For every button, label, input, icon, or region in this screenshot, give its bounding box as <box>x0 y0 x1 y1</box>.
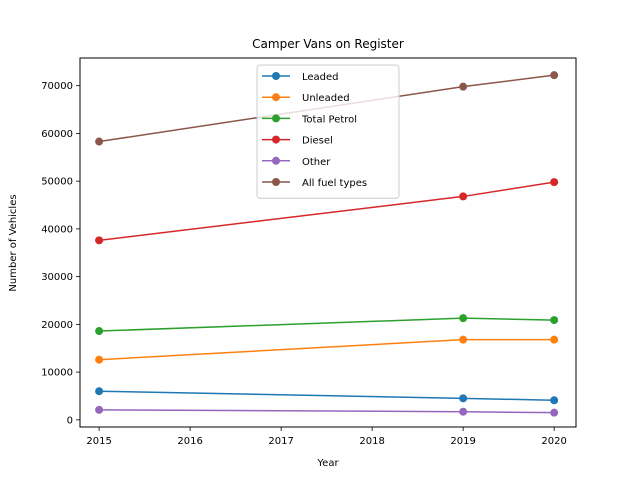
data-point-all-fuel-types <box>550 71 559 80</box>
data-point-other <box>459 407 468 416</box>
legend-item-leaded: Leaded <box>262 72 339 83</box>
data-point-unleaded <box>95 355 104 364</box>
legend: Leaded Unleaded Total Petrol Diesel Other All… <box>256 64 400 199</box>
series-all-fuel-types <box>95 71 559 146</box>
y-axis: 0 10000 20000 30000 40000 50000 60000 70000 <box>41 81 80 426</box>
x-tick-label: 2017 <box>268 436 293 447</box>
x-tick-label: 2018 <box>359 436 384 447</box>
plot-frame <box>79 57 577 428</box>
data-point-diesel <box>550 178 559 187</box>
y-tick-label: 10000 <box>41 368 73 379</box>
legend-label: Diesel <box>302 136 333 147</box>
legend-swatch-marker <box>272 93 280 102</box>
chart-title: Camper Vans on Register <box>252 37 404 51</box>
data-point-all-fuel-types <box>459 82 468 91</box>
legend-item-all-fuel-types: All fuel types <box>262 178 367 189</box>
x-tick-label: 2019 <box>450 436 475 447</box>
data-point-unleaded <box>459 335 468 344</box>
legend-label: Other <box>302 157 331 168</box>
legend-swatch-marker <box>272 72 280 80</box>
series-total-petrol <box>95 314 559 336</box>
legend-box <box>256 64 400 199</box>
legend-label: All fuel types <box>302 178 367 189</box>
legend-item-total-petrol: Total Petrol <box>262 114 357 125</box>
legend-label: Unleaded <box>302 93 350 104</box>
data-point-total-petrol <box>459 314 468 323</box>
data-point-diesel <box>459 192 468 201</box>
series-diesel <box>95 178 559 245</box>
y-tick-label: 30000 <box>41 272 73 283</box>
y-tick-label: 50000 <box>41 177 73 188</box>
x-axis: 2015 2016 2017 2018 2019 2020 <box>86 427 567 447</box>
series-leaded <box>95 387 559 405</box>
legend-label: Total Petrol <box>301 114 357 125</box>
series-unleaded <box>95 335 559 364</box>
series-layer <box>95 71 559 417</box>
legend-item-diesel: Diesel <box>262 135 333 147</box>
data-point-leaded <box>95 387 104 396</box>
y-axis-label: Number of Vehicles <box>8 194 19 291</box>
data-point-total-petrol <box>550 316 559 325</box>
data-point-other <box>95 405 104 414</box>
x-tick-label: 2016 <box>177 436 202 447</box>
y-tick-label: 70000 <box>41 81 73 92</box>
data-point-diesel <box>95 236 104 245</box>
x-axis-label: Year <box>316 458 339 469</box>
legend-swatch-marker <box>272 135 280 144</box>
data-point-total-petrol <box>95 327 104 336</box>
x-tick-label: 2020 <box>541 436 566 447</box>
y-tick-label: 0 <box>67 415 73 426</box>
series-other <box>95 405 559 417</box>
legend-swatch-marker <box>272 178 280 186</box>
legend-item-unleaded: Unleaded <box>262 93 350 104</box>
legend-swatch-marker <box>272 156 280 165</box>
y-tick-label: 20000 <box>41 320 73 331</box>
legend-item-other: Other <box>262 156 331 168</box>
data-point-leaded <box>459 394 468 403</box>
legend-swatch-marker <box>272 114 280 123</box>
data-point-other <box>550 408 559 417</box>
data-point-leaded <box>550 396 559 405</box>
data-point-all-fuel-types <box>95 137 104 146</box>
legend-label: Leaded <box>302 72 339 83</box>
y-tick-label: 40000 <box>41 224 73 235</box>
y-tick-label: 60000 <box>41 129 73 140</box>
x-tick-label: 2015 <box>86 436 111 447</box>
data-point-unleaded <box>550 335 559 344</box>
